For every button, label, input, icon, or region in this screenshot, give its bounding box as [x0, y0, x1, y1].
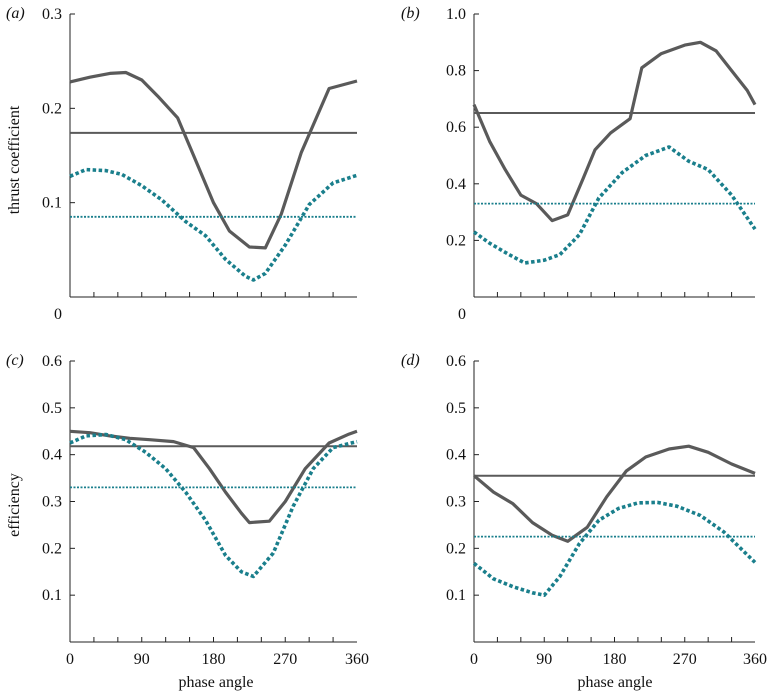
panel-b: 0 0.2 0.4 0.6 0.8 1.0 — [446, 6, 757, 323]
y-tick-label-b: 0.6 — [446, 119, 466, 136]
y-tick-label-b: 0.8 — [446, 63, 466, 80]
x-tick-label-d: 270 — [673, 651, 697, 668]
y-tick-label-d: 0.6 — [446, 353, 466, 370]
solid-curve-b — [472, 40, 757, 223]
y-tick-label-b: 0.2 — [446, 232, 466, 249]
y-tick-label-c: 0.5 — [42, 400, 62, 417]
y-tick-label-d: 0.3 — [446, 494, 466, 511]
y-tick-label-d: 0.1 — [446, 587, 466, 604]
y-tick-label-d: 0.5 — [446, 400, 466, 417]
y-tick-label-d: 0.4 — [446, 447, 466, 464]
panel-label-b: (b) — [401, 5, 420, 22]
x-tick-label-d: 90 — [536, 651, 552, 668]
y-axis-title-c: efficiency — [6, 473, 23, 537]
y-tick-label-b: 0 — [458, 306, 466, 323]
x-tick-label-c: 90 — [134, 651, 150, 668]
x-tick-label-c: 270 — [273, 651, 297, 668]
panel-label-d: (d) — [401, 352, 420, 369]
x-axis-title-c: phase angle — [178, 674, 253, 691]
y-tick-label-c: 0.4 — [42, 447, 62, 464]
dotted-curve-c — [69, 432, 358, 579]
panel-label-a: (a) — [6, 5, 25, 22]
panel-label-c: (c) — [6, 352, 24, 369]
dotted-curve-d — [472, 500, 757, 598]
x-tick-label-c: 360 — [345, 651, 369, 668]
panel-a: 0 0.1 0.2 0.3 — [42, 6, 358, 323]
y-tick-label-c: 0.2 — [42, 540, 62, 557]
x-tick-label-d: 360 — [743, 651, 767, 668]
solid-curve-c — [69, 429, 358, 525]
dotted-curve-a — [69, 167, 358, 282]
y-tick-label-b: 1.0 — [446, 6, 466, 23]
y-tick-label-a: 0.2 — [42, 100, 62, 117]
y-tick-label-c: 0.1 — [42, 587, 62, 604]
y-tick-label-a: 0.3 — [42, 6, 62, 23]
solid-curve-a — [69, 70, 358, 250]
x-tick-label-d: 0 — [470, 651, 478, 668]
y-tick-label-a: 0 — [54, 306, 62, 323]
x-tick-label-d: 180 — [603, 651, 627, 668]
y-axis-title-a: thrust coefficient — [6, 105, 23, 214]
x-axis-title-d: phase angle — [577, 674, 652, 691]
dotted-curve-b — [472, 145, 757, 265]
y-tick-label-c: 0.6 — [42, 353, 62, 370]
panel-d: 0.1 0.2 0.3 0.4 0.5 0.6 0 90 180 270 360 — [446, 353, 767, 668]
y-tick-label-c: 0.3 — [42, 494, 62, 511]
solid-curve-d — [472, 444, 756, 543]
y-tick-label-d: 0.2 — [446, 540, 466, 557]
y-tick-label-a: 0.1 — [42, 195, 62, 212]
x-tick-label-c: 0 — [66, 651, 74, 668]
panel-c: 0.1 0.2 0.3 0.4 0.5 0.6 0 90 180 270 360 — [42, 353, 369, 668]
x-tick-label-c: 180 — [202, 651, 226, 668]
y-tick-label-b: 0.4 — [446, 176, 466, 193]
